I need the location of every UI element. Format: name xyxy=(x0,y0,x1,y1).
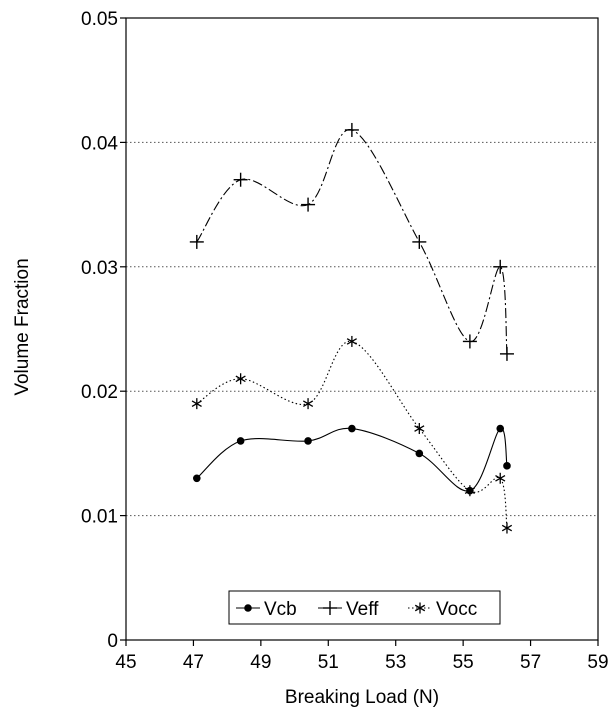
data-point-vcb xyxy=(348,425,356,433)
data-point-veff xyxy=(412,235,426,249)
data-point-vcb xyxy=(193,474,201,482)
x-tick-label: 47 xyxy=(183,652,204,673)
gridlines xyxy=(126,142,598,515)
data-point-vcb xyxy=(496,425,504,433)
x-axis-title: Breaking Load (N) xyxy=(285,687,439,708)
y-tick-label: 0.03 xyxy=(81,258,118,279)
x-tick-label: 49 xyxy=(250,652,271,673)
x-tick-label: 55 xyxy=(453,652,474,673)
data-point-veff xyxy=(500,347,514,361)
data-point-veff xyxy=(463,334,477,348)
x-tick-label: 45 xyxy=(115,652,136,673)
data-point-veff xyxy=(301,198,315,212)
data-point-veff xyxy=(493,260,507,274)
series-line-vcb xyxy=(197,428,507,491)
legend-label: Vcb xyxy=(264,599,297,620)
x-tick-label: 59 xyxy=(587,652,608,673)
data-point-vcb xyxy=(304,437,312,445)
legend: Vcb Veff Vocc xyxy=(229,591,500,624)
x-tick-label: 57 xyxy=(520,652,541,673)
x-tick-label: 53 xyxy=(385,652,406,673)
tick-labels: 0 0.01 0.02 0.03 0.04 0.05 45 47 49 51 53 55 57 59 xyxy=(81,9,609,673)
axes xyxy=(120,18,598,646)
y-tick-label: 0.04 xyxy=(81,133,118,154)
y-tick-label: 0 xyxy=(107,631,118,652)
y-tick-label: 0.05 xyxy=(81,9,118,30)
data-point-veff xyxy=(345,123,359,137)
data-point-vocc xyxy=(495,473,505,484)
data-point-veff xyxy=(190,235,204,249)
y-tick-label: 0.02 xyxy=(81,382,118,403)
data-point-vcb xyxy=(416,450,424,458)
series-layer xyxy=(190,123,514,534)
data-point-vocc xyxy=(236,373,246,384)
series-line-vocc xyxy=(197,341,507,528)
series-vcb xyxy=(193,425,511,495)
data-point-vcb xyxy=(503,462,511,470)
series-line-veff xyxy=(197,130,507,354)
y-axis-title: Volume Fraction xyxy=(12,258,33,395)
legend-marker xyxy=(244,604,252,612)
data-point-vocc xyxy=(192,398,202,409)
data-point-vocc xyxy=(303,398,313,409)
data-point-vcb xyxy=(237,437,245,445)
legend-label: Vocc xyxy=(436,599,477,620)
plot-frame xyxy=(126,18,598,640)
series-vocc xyxy=(192,336,512,534)
legend-label: Veff xyxy=(346,599,379,620)
x-tick-label: 51 xyxy=(318,652,339,673)
data-point-vocc xyxy=(502,523,512,534)
series-veff xyxy=(190,123,514,361)
y-tick-label: 0.01 xyxy=(81,507,118,528)
data-point-veff xyxy=(234,173,248,187)
